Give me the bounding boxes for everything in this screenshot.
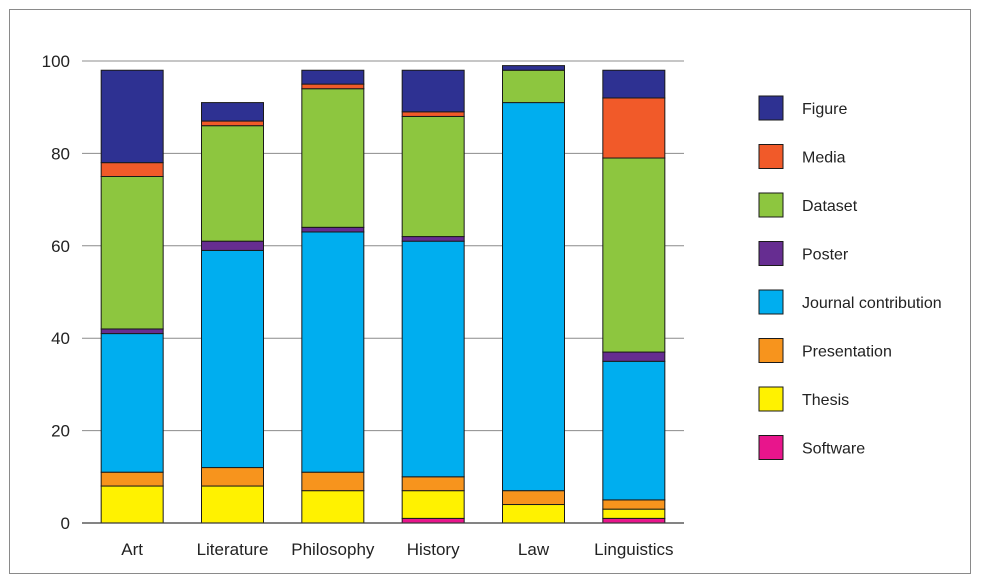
bar-segment-history-dataset bbox=[401, 115, 465, 238]
y-tick-label: 20 bbox=[51, 422, 70, 441]
legend-swatch-thesis bbox=[758, 386, 784, 412]
legend-label-poster: Poster bbox=[802, 247, 849, 264]
x-tick-label-linguistics: Linguistics bbox=[594, 540, 673, 559]
bar-segment-linguistics-media bbox=[602, 97, 666, 159]
bar-segment-literature-thesis bbox=[201, 485, 264, 524]
bar-segment-literature-media bbox=[201, 120, 264, 127]
legend-swatch-figure bbox=[758, 95, 784, 121]
bar-segment-law-figure bbox=[502, 65, 565, 71]
legend-swatch-journal-contribution bbox=[758, 289, 784, 315]
bar-segment-philosophy-presentation bbox=[301, 471, 365, 492]
bar-segment-literature-dataset bbox=[201, 125, 264, 242]
bar-segment-history-journal-contribution bbox=[401, 240, 465, 478]
x-tick-label-law: Law bbox=[518, 540, 550, 559]
bar-segment-history-thesis bbox=[401, 490, 465, 519]
axes: 0 20 40 60 80 100 Art Literature Philosophy Histo… bbox=[42, 52, 684, 559]
x-tick-label-philosophy: Philosophy bbox=[291, 540, 375, 559]
bar-segment-art-journal-contribution bbox=[100, 333, 164, 473]
legend: Figure Media Dataset Poster Journal contribu… bbox=[758, 95, 942, 460]
bar-segment-law-presentation bbox=[502, 490, 565, 506]
bar-segment-linguistics-figure bbox=[602, 69, 666, 99]
bar-segment-art-poster bbox=[100, 328, 164, 335]
legend-label-figure: Figure bbox=[802, 101, 847, 118]
bar-segment-literature-journal-contribution bbox=[201, 249, 264, 469]
bar-segment-philosophy-dataset bbox=[301, 88, 365, 228]
x-tick-label-literature: Literature bbox=[197, 540, 269, 559]
legend-label-presentation: Presentation bbox=[802, 344, 892, 361]
y-tick-label: 80 bbox=[51, 144, 70, 163]
bar-segment-history-poster bbox=[401, 236, 465, 242]
bar-segment-philosophy-thesis bbox=[301, 490, 365, 524]
y-tick-label: 60 bbox=[51, 237, 70, 256]
chart-frame bbox=[9, 9, 971, 574]
bar-segment-linguistics-thesis bbox=[602, 508, 666, 519]
bar-segment-philosophy-poster bbox=[301, 226, 365, 233]
bar-segment-history-figure bbox=[401, 69, 465, 113]
legend-label-software: Software bbox=[802, 441, 865, 458]
legend-label-dataset: Dataset bbox=[802, 198, 858, 215]
bar-segment-law-dataset bbox=[502, 69, 565, 104]
legend-swatch-software bbox=[758, 435, 784, 460]
bar-segment-history-presentation bbox=[401, 476, 465, 492]
x-tick-label-history: History bbox=[407, 540, 460, 559]
y-tick-label: 40 bbox=[51, 329, 70, 348]
bar-segment-art-presentation bbox=[100, 471, 164, 487]
bar-segment-art-dataset bbox=[100, 176, 164, 330]
bar-segment-art-media bbox=[100, 162, 164, 177]
legend-swatch-media bbox=[758, 144, 784, 169]
legend-label-thesis: Thesis bbox=[802, 392, 849, 409]
bar-segment-literature-poster bbox=[201, 240, 264, 251]
bar-segment-linguistics-presentation bbox=[602, 499, 666, 510]
gridlines bbox=[82, 60, 684, 432]
bar-segment-philosophy-media bbox=[301, 83, 365, 90]
legend-label-journal-contribution: Journal contribution bbox=[802, 295, 942, 312]
legend-swatch-presentation bbox=[758, 338, 784, 363]
y-tick-label: 100 bbox=[42, 52, 70, 71]
legend-swatch-poster bbox=[758, 241, 784, 266]
bar-segment-law-journal-contribution bbox=[502, 102, 565, 492]
bar-segment-philosophy-figure bbox=[301, 69, 365, 85]
bar-segment-linguistics-journal-contribution bbox=[602, 360, 666, 501]
bar-segment-linguistics-software bbox=[602, 517, 666, 524]
bar-segment-law-thesis bbox=[502, 504, 565, 524]
bar-segment-literature-presentation bbox=[201, 467, 264, 487]
bar-segment-art-thesis bbox=[100, 485, 164, 524]
bar-segment-literature-figure bbox=[201, 102, 264, 122]
bars bbox=[100, 65, 666, 524]
bar-segment-philosophy-journal-contribution bbox=[301, 231, 365, 473]
x-tick-label-art: Art bbox=[121, 540, 143, 559]
legend-swatch-dataset bbox=[758, 192, 784, 218]
bar-segment-linguistics-poster bbox=[602, 351, 666, 362]
bar-segment-art-figure bbox=[100, 69, 164, 164]
bar-segment-history-media bbox=[401, 111, 465, 117]
y-tick-label: 0 bbox=[61, 514, 70, 533]
legend-label-media: Media bbox=[802, 150, 846, 167]
bar-segment-history-software bbox=[401, 517, 465, 524]
bar-segment-linguistics-dataset bbox=[602, 157, 666, 353]
